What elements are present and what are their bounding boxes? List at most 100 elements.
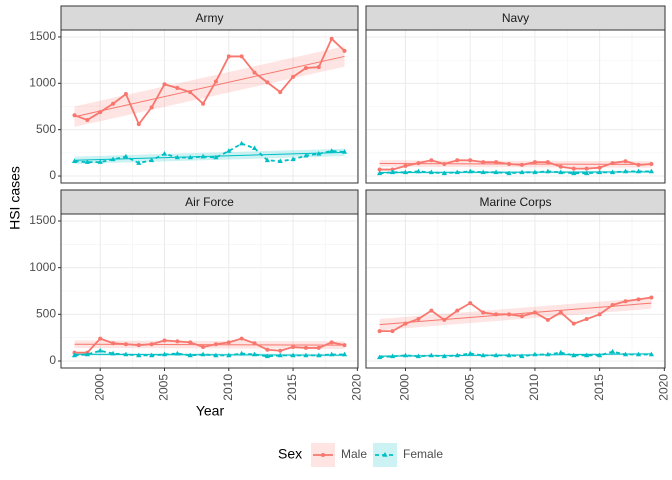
point (481, 160, 486, 165)
point (455, 158, 460, 163)
point (71, 352, 78, 358)
x-axis-title: Year (196, 403, 225, 419)
trend-line (74, 151, 345, 161)
point (416, 317, 421, 321)
point (149, 157, 155, 163)
point (428, 169, 434, 175)
point (506, 170, 512, 176)
point (494, 160, 499, 165)
series-line (74, 337, 345, 354)
point (277, 158, 283, 164)
x-tick-label: 2015 (592, 374, 606, 401)
point (239, 140, 245, 146)
point (532, 169, 538, 175)
point (402, 352, 409, 358)
point (597, 165, 602, 170)
y-tick-label: 500 (36, 307, 56, 321)
point (545, 168, 551, 174)
point (571, 166, 576, 171)
point (468, 158, 473, 163)
legend-label: Female (403, 447, 443, 461)
point (467, 168, 473, 174)
point (239, 54, 244, 59)
y-tick-label: 1000 (29, 75, 56, 89)
point (303, 345, 308, 350)
point (341, 149, 348, 154)
point (303, 352, 309, 358)
point (239, 336, 244, 341)
point (162, 82, 167, 87)
point (329, 148, 335, 153)
point (187, 352, 193, 358)
point (316, 345, 321, 350)
point (97, 347, 103, 353)
point (455, 308, 460, 313)
legend-label: Male (341, 447, 367, 461)
point (635, 351, 642, 357)
point (264, 353, 270, 359)
series-line (379, 296, 652, 333)
point (226, 352, 232, 358)
point (161, 150, 168, 156)
series-line (379, 170, 652, 175)
point (251, 351, 258, 357)
strip-label: Army (196, 11, 224, 25)
point (584, 352, 590, 358)
point (265, 80, 270, 85)
x-tick-label: 2000 (398, 374, 412, 401)
point (636, 297, 641, 302)
point (162, 338, 167, 343)
point (609, 348, 616, 354)
point (188, 340, 193, 345)
point (136, 160, 142, 165)
x-tick-label: 2005 (462, 374, 476, 401)
point (110, 350, 116, 356)
point (111, 101, 116, 106)
point (442, 161, 447, 166)
point (265, 347, 270, 352)
point (545, 160, 550, 165)
point (226, 148, 232, 153)
point (623, 299, 628, 304)
point (136, 352, 142, 358)
point (149, 105, 154, 110)
point (532, 310, 537, 315)
legend-key-point (321, 453, 325, 457)
point (252, 341, 257, 346)
point (111, 341, 116, 346)
series-line (74, 349, 345, 358)
point (532, 160, 537, 165)
point (649, 161, 654, 166)
point (123, 153, 129, 159)
point (635, 168, 642, 174)
point (342, 48, 347, 53)
point (303, 66, 308, 71)
point (329, 351, 335, 357)
point (597, 312, 602, 317)
point (213, 154, 219, 160)
point (480, 169, 486, 175)
point (291, 74, 296, 79)
point (506, 352, 512, 358)
series-line (379, 159, 652, 171)
x-tick-label: 2000 (92, 374, 106, 401)
y-tick-label: 0 (49, 168, 56, 182)
point (494, 312, 499, 317)
x-tick-label: 2010 (527, 374, 541, 401)
y-tick-label: 1000 (29, 260, 56, 274)
point (174, 350, 180, 356)
x-tick-label: 2005 (157, 374, 171, 401)
point (519, 162, 524, 167)
point (277, 352, 283, 358)
point (98, 336, 103, 341)
point (597, 352, 603, 358)
point (545, 317, 550, 322)
y-tick-label: 1500 (29, 213, 56, 227)
series-line (379, 350, 652, 359)
point (149, 352, 155, 358)
point (84, 159, 90, 164)
point (545, 351, 551, 357)
point (316, 352, 322, 358)
